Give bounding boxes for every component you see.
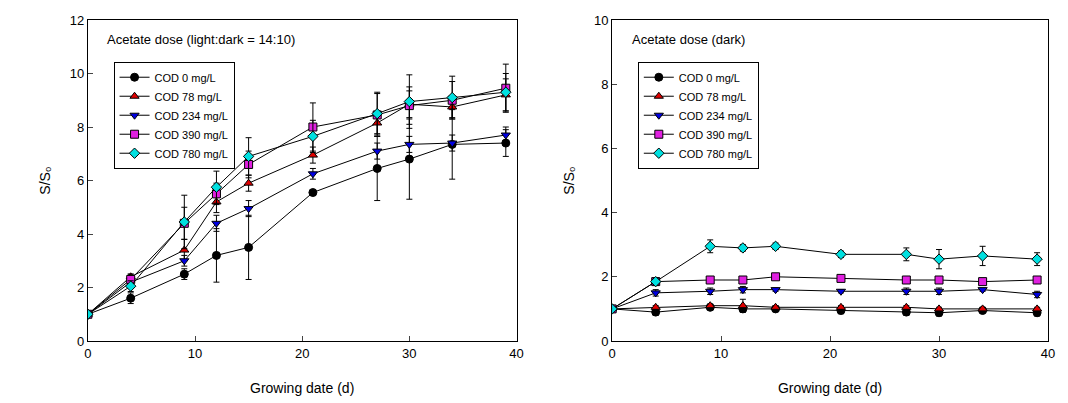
svg-text:COD 390 mg/L: COD 390 mg/L	[679, 129, 752, 141]
svg-text:6: 6	[601, 141, 608, 156]
svg-text:2: 2	[601, 269, 608, 284]
svg-text:10: 10	[70, 66, 84, 81]
svg-text:2: 2	[77, 280, 84, 295]
svg-text:10: 10	[594, 13, 608, 28]
svg-text:S/S₀: S/S₀	[561, 166, 577, 195]
svg-text:20: 20	[295, 346, 309, 361]
svg-text:COD 234 mg/L: COD 234 mg/L	[155, 110, 228, 122]
svg-text:Acetate dose (light:dark = 14:: Acetate dose (light:dark = 14:10)	[107, 32, 295, 47]
svg-text:COD 78 mg/L: COD 78 mg/L	[155, 91, 222, 103]
svg-text:8: 8	[77, 120, 84, 135]
svg-text:10: 10	[188, 346, 202, 361]
svg-text:40: 40	[1041, 346, 1055, 361]
svg-text:0: 0	[77, 334, 84, 349]
svg-text:20: 20	[823, 346, 837, 361]
svg-text:COD 234 mg/L: COD 234 mg/L	[679, 110, 752, 122]
svg-text:COD 0 mg/L: COD 0 mg/L	[155, 72, 216, 84]
svg-text:0: 0	[609, 346, 616, 361]
svg-text:30: 30	[402, 346, 416, 361]
svg-text:Growing date (d): Growing date (d)	[778, 380, 882, 396]
svg-text:10: 10	[714, 346, 728, 361]
svg-text:Acetate dose (dark): Acetate dose (dark)	[632, 32, 745, 47]
svg-text:0: 0	[84, 346, 91, 361]
svg-text:Growing date (d): Growing date (d)	[250, 380, 354, 396]
svg-text:4: 4	[601, 205, 608, 220]
svg-text:COD 780 mg/L: COD 780 mg/L	[155, 148, 228, 160]
svg-text:40: 40	[509, 346, 523, 361]
svg-text:0: 0	[601, 334, 608, 349]
svg-text:S/S₀: S/S₀	[37, 166, 53, 195]
svg-text:COD 0 mg/L: COD 0 mg/L	[679, 72, 740, 84]
svg-text:6: 6	[77, 173, 84, 188]
svg-text:30: 30	[932, 346, 946, 361]
svg-text:12: 12	[70, 13, 84, 28]
svg-text:4: 4	[77, 227, 84, 242]
svg-text:8: 8	[601, 77, 608, 92]
svg-text:COD 78 mg/L: COD 78 mg/L	[679, 91, 746, 103]
svg-text:COD 780 mg/L: COD 780 mg/L	[679, 148, 752, 160]
svg-text:COD 390 mg/L: COD 390 mg/L	[155, 129, 228, 141]
